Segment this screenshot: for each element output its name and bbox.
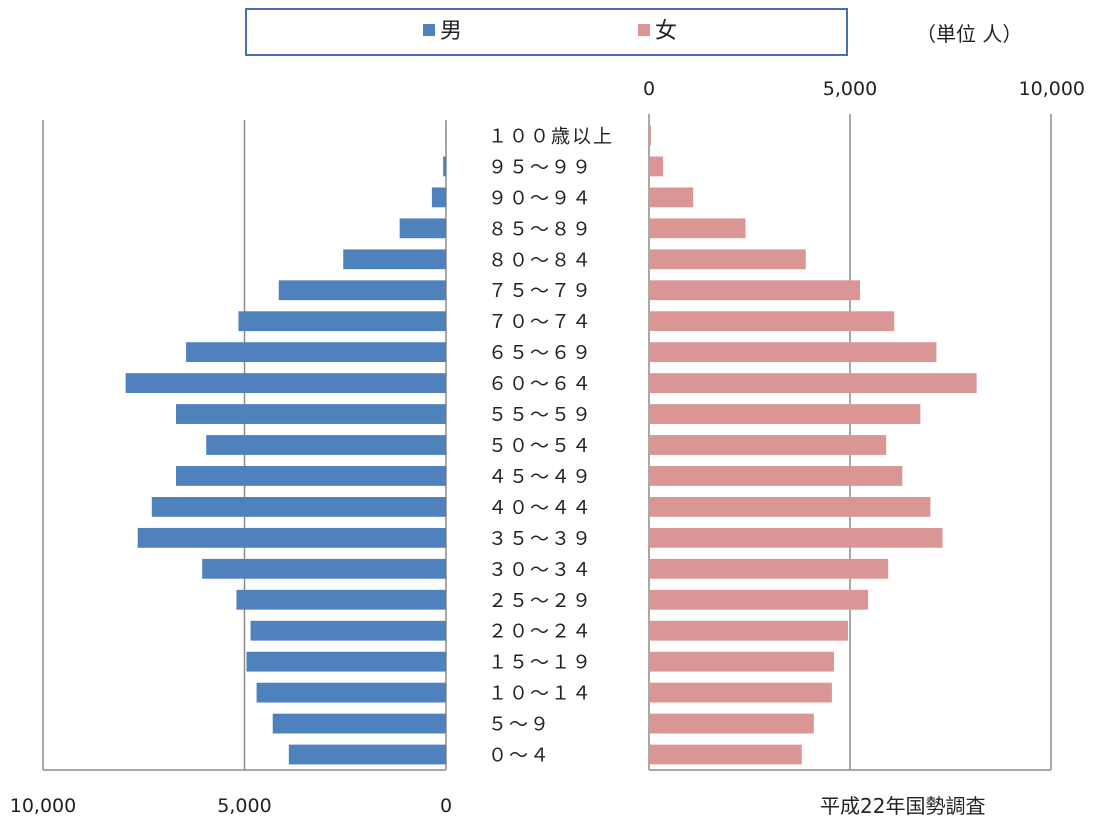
male-bar [236, 589, 446, 610]
left-tick-label: 0 [440, 795, 452, 817]
male-bar [399, 218, 446, 239]
legend-item-female: 女 [638, 19, 677, 45]
age-group-label: ８０～８４ [488, 249, 593, 271]
male-bar [288, 744, 446, 765]
female-bar [649, 187, 694, 208]
age-group-label: ９５～９９ [488, 156, 593, 178]
male-bar [125, 373, 447, 393]
age-group-label: ２５～２９ [488, 590, 593, 612]
age-group-labels: ０～４ ５～９ １０～１４ １５～１９ ２０～２４ ２５～２９ ３０～３４ ３５～３９ ４０～４… [488, 125, 614, 767]
female-bar [649, 497, 931, 517]
male-bar [256, 682, 446, 703]
male-bar [151, 497, 446, 517]
left-tick-label: 5,000 [217, 795, 271, 817]
age-group-label: ４５～４９ [488, 466, 593, 488]
legend-label-male: 男 [440, 19, 463, 44]
male-bar [186, 342, 446, 363]
male-bar [431, 187, 446, 208]
male-bar [202, 558, 446, 579]
legend-swatch-female [638, 24, 650, 36]
legend-swatch-male [423, 24, 435, 36]
female-bar [649, 589, 869, 610]
male-bar [238, 311, 446, 332]
male-bar [175, 466, 447, 486]
female-bar [649, 311, 895, 332]
age-group-label: １５～１９ [488, 652, 593, 674]
male-bar [443, 156, 446, 177]
legend: 男 女 [245, 8, 848, 56]
female-bar [649, 620, 848, 641]
female-bar [649, 249, 806, 270]
female-bar [649, 527, 943, 548]
female-bar [649, 218, 746, 239]
female-bar [649, 125, 652, 146]
age-group-label: ９０～９４ [488, 187, 593, 209]
female-bar [649, 342, 937, 363]
right-tick-label: 5,000 [823, 78, 877, 100]
female-bar [649, 682, 832, 703]
female-bar [649, 156, 664, 177]
female-bar [649, 373, 977, 393]
age-group-label: ６５～６９ [488, 342, 593, 364]
female-bar [649, 713, 814, 734]
male-bar [250, 620, 446, 641]
age-group-label: ８５～８９ [488, 218, 593, 240]
female-bar [649, 404, 921, 424]
age-group-label: ３５～３９ [488, 528, 593, 550]
male-bar [137, 527, 446, 548]
legend-item-male: 男 [423, 19, 462, 45]
female-bar [649, 280, 861, 301]
unit-label: （単位 人） [916, 22, 1023, 46]
source-label: 平成22年国勢調査 [820, 794, 986, 818]
female-bar [649, 651, 834, 672]
female-bars [649, 125, 977, 765]
right-tick-labels: 0 5,000 10,000 [643, 78, 1085, 100]
age-group-label: ７５～７９ [488, 280, 593, 302]
age-group-label: ４０～４４ [488, 497, 593, 519]
male-bar [278, 280, 446, 301]
age-group-label: ５～９ [488, 714, 551, 736]
left-tick-labels: 10,000 5,000 0 [10, 795, 452, 817]
age-group-label: ２０～２４ [488, 621, 593, 643]
age-group-label: ６０～６４ [488, 373, 593, 395]
male-bar [175, 404, 447, 424]
female-bar [649, 744, 802, 765]
age-group-label: ５５～５９ [488, 404, 593, 426]
female-bar [649, 558, 889, 579]
age-group-label: １０～１４ [488, 683, 593, 705]
age-group-label: １００歳以上 [488, 125, 614, 147]
male-bar [343, 249, 446, 270]
age-group-label: ７０～７４ [488, 311, 593, 333]
age-group-label: ５０～５４ [488, 435, 593, 457]
legend-label-female: 女 [655, 19, 678, 44]
age-group-label: ０～４ [488, 745, 551, 767]
female-bar [649, 466, 903, 486]
male-bar [246, 651, 446, 672]
right-tick-label: 10,000 [1019, 78, 1085, 100]
male-bar [272, 713, 446, 734]
left-tick-label: 10,000 [10, 795, 76, 817]
age-group-label: ３０～３４ [488, 559, 593, 581]
male-bar [206, 435, 446, 455]
female-bar [649, 435, 887, 455]
male-bars [125, 125, 447, 765]
right-tick-label: 0 [643, 78, 655, 100]
